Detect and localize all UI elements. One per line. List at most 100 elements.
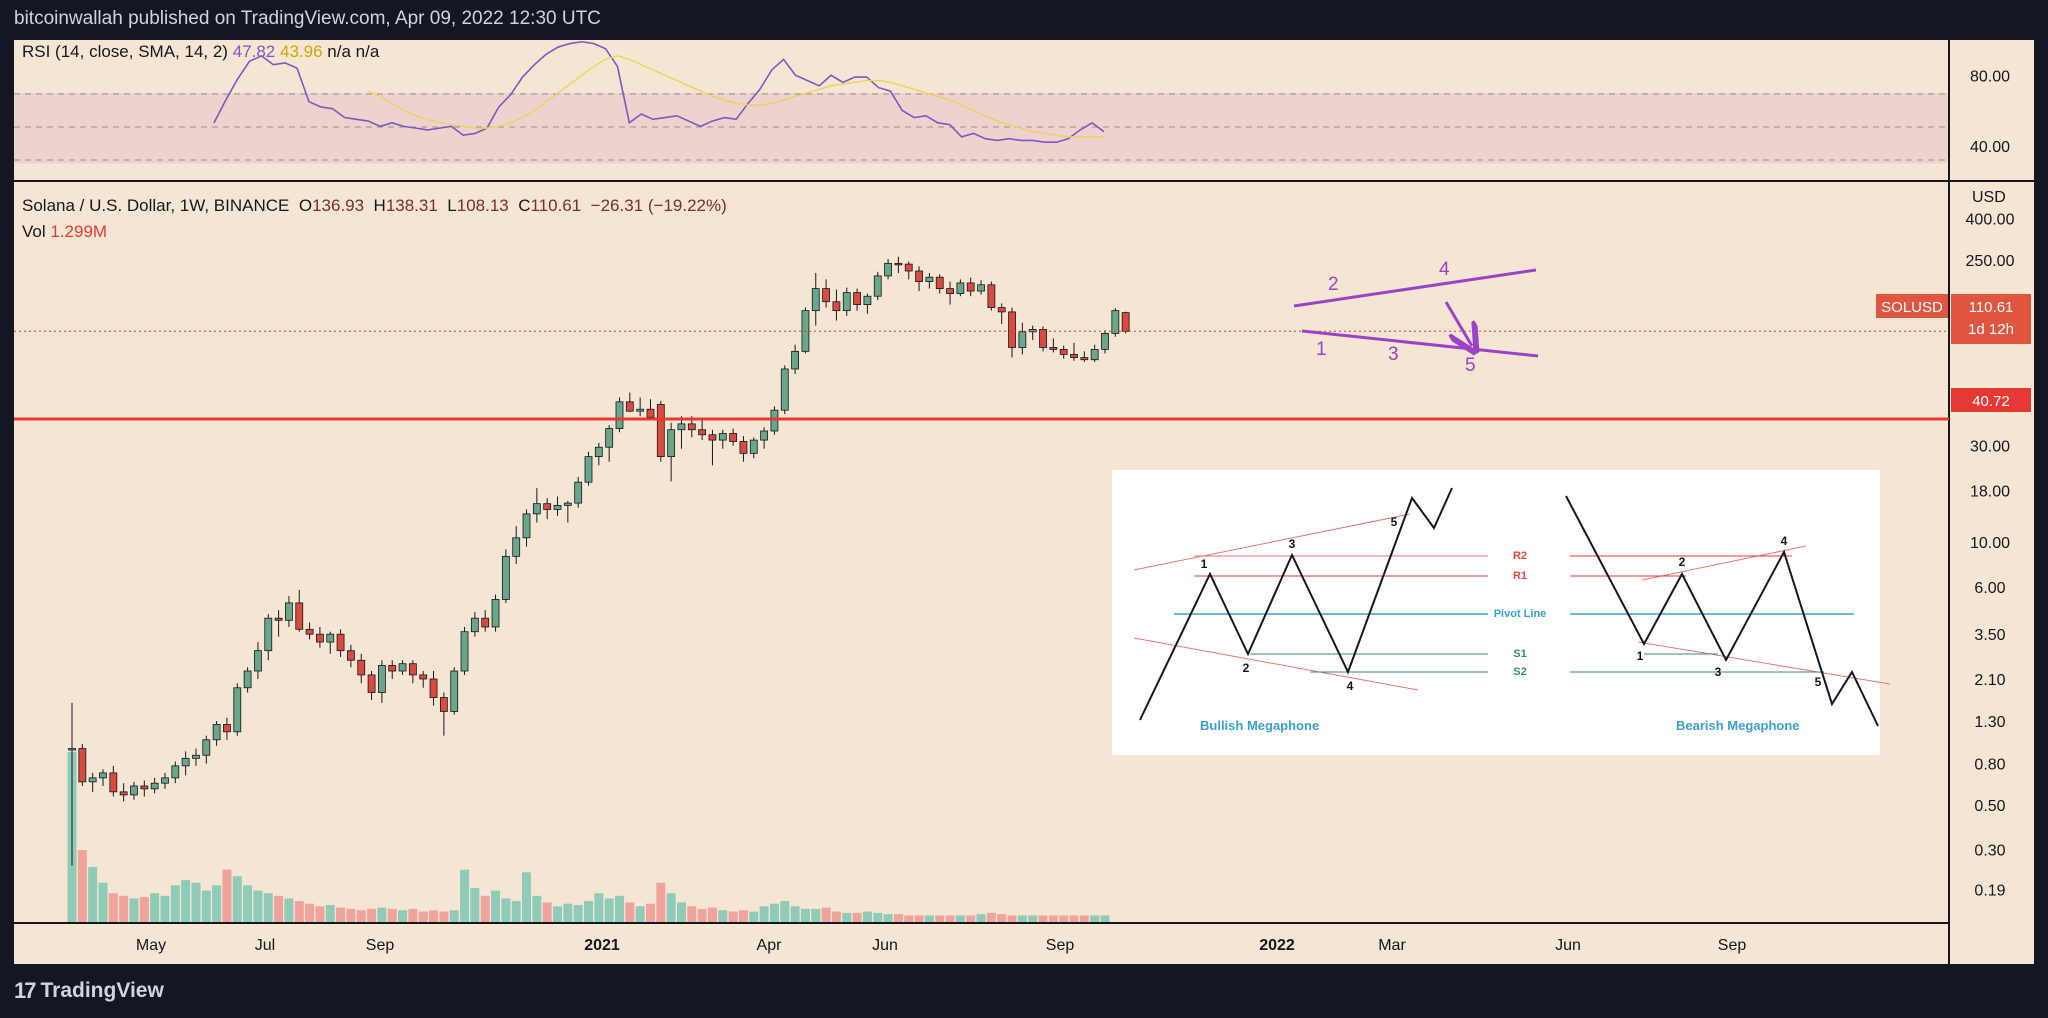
rsi-legend-na-2: n/a	[355, 42, 380, 61]
volume-bar	[480, 895, 490, 922]
rsi-legend[interactable]: RSI (14, close, SMA, 14, 2) 47.82 43.96 …	[22, 42, 379, 62]
wave-label-4: 4	[1439, 259, 1450, 280]
candle	[946, 281, 954, 305]
bearish-megaphone-title: Bearish Megaphone	[1676, 718, 1800, 733]
volume-bar	[790, 906, 800, 922]
volume-bar	[336, 907, 346, 922]
volume-bar	[542, 902, 552, 922]
price-tick-label: 400.00	[1966, 212, 2015, 229]
volume-bar	[800, 908, 810, 922]
volume-bar	[997, 914, 1007, 922]
level-s2-label: S2	[1513, 666, 1526, 678]
megaphone-upper-trendline[interactable]	[1293, 268, 1537, 308]
candle	[605, 425, 614, 462]
price-tick-label: 250.00	[1966, 253, 2015, 270]
level-s1-label: S1	[1513, 648, 1526, 660]
candle	[419, 671, 428, 688]
candle	[708, 429, 717, 466]
symbol-price-tag: SOLUSD 110.61 1d 12h	[1876, 294, 2031, 344]
candle	[543, 498, 552, 520]
ohlc-change-value: −26.31 (−19.22%)	[590, 196, 727, 215]
bullish-point-1: 1	[1201, 557, 1208, 571]
candle	[1090, 344, 1099, 362]
candle	[853, 288, 861, 311]
projection-arrow	[1444, 301, 1472, 346]
candle	[130, 781, 138, 800]
bullish-point-5: 5	[1391, 515, 1398, 529]
volume-bar	[160, 895, 170, 922]
volume-bar	[935, 915, 945, 922]
candle	[491, 594, 500, 632]
candle	[150, 777, 159, 794]
volume-bar	[811, 908, 821, 922]
volume-bar	[325, 904, 335, 922]
time-tick-label: Jul	[255, 937, 275, 954]
candle	[450, 667, 459, 715]
wave-label-5: 5	[1465, 355, 1476, 376]
volume-bar	[1007, 915, 1017, 922]
candle	[377, 660, 386, 703]
volume-bar	[418, 911, 428, 922]
volume-bar	[728, 911, 738, 922]
candle	[398, 660, 407, 675]
rsi-line	[213, 40, 1105, 144]
volume-legend[interactable]: Vol 1.299M	[22, 222, 107, 242]
volume-bar	[429, 910, 439, 922]
candle	[904, 261, 913, 280]
level-r2-label: R2	[1513, 550, 1527, 562]
candle	[780, 365, 789, 415]
volume-bar	[976, 914, 986, 922]
volume-bar	[170, 885, 180, 922]
megaphone-lower-trendline[interactable]	[1301, 329, 1539, 358]
volume-bar	[191, 882, 201, 922]
volume-bar	[294, 901, 304, 922]
candle	[770, 406, 779, 435]
candle	[625, 392, 634, 413]
candle	[832, 289, 841, 321]
candle	[88, 772, 97, 792]
main-legend[interactable]: Solana / U.S. Dollar, 1W, BINANCE O136.9…	[22, 196, 727, 216]
volume-bar	[769, 903, 779, 922]
candle	[656, 400, 665, 462]
volume-bar	[398, 910, 408, 922]
candle	[295, 589, 304, 632]
volume-bar	[346, 908, 356, 922]
candle	[274, 610, 283, 637]
price-axis: USD 400.00250.00150.0050.0030.0018.0010.…	[1966, 189, 2015, 900]
candle	[336, 629, 345, 657]
price-tick-label: 0.19	[1974, 883, 2005, 900]
candle	[429, 671, 438, 706]
price-tick-label: 30.00	[1970, 439, 2010, 456]
candle	[863, 293, 872, 314]
bearish-price-path	[1565, 495, 1879, 727]
time-tick-label: Jun	[1555, 937, 1581, 954]
volume-bar	[522, 872, 532, 922]
volume-bar	[821, 907, 831, 922]
candle	[68, 702, 76, 866]
candle-layer	[68, 256, 1130, 866]
volume-bar	[212, 885, 222, 922]
bullish-lower-trendline	[1133, 637, 1419, 691]
bullish-point-2: 2	[1243, 661, 1250, 675]
volume-bar	[532, 895, 542, 922]
volume-bar	[945, 915, 955, 922]
candle	[646, 399, 655, 421]
candle	[842, 287, 851, 316]
candle	[1049, 338, 1058, 353]
bearish-point-4: 4	[1781, 534, 1788, 548]
tradingview-logo[interactable]: 17 TradingView	[14, 978, 164, 1004]
candle	[357, 653, 366, 684]
time-tick-label: Jun	[872, 937, 898, 954]
volume-bar	[614, 895, 624, 922]
candle	[326, 631, 335, 654]
candle	[749, 437, 758, 459]
volume-bar	[1069, 915, 1079, 922]
volume-bar	[305, 903, 315, 922]
candle	[171, 761, 180, 784]
time-tick-label: Mar	[1378, 937, 1406, 954]
volume-bar	[150, 893, 160, 922]
megaphone-drawing[interactable]: 1 2 3 4 5	[1293, 259, 1539, 376]
volume-bar	[862, 911, 872, 922]
